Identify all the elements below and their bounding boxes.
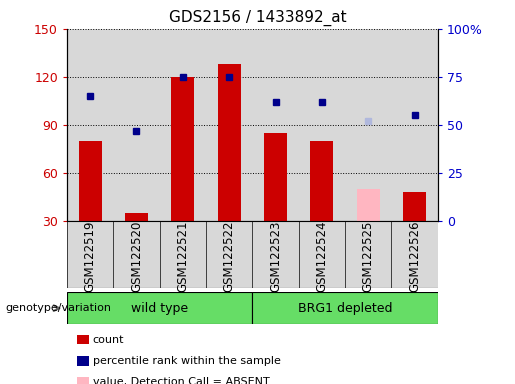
Bar [391,221,438,288]
Bar [345,221,391,288]
Bar [356,189,380,221]
Bar [67,221,113,288]
Text: GSM122526: GSM122526 [408,221,421,292]
Text: percentile rank within the sample: percentile rank within the sample [93,356,281,366]
Text: GSM122525: GSM122525 [362,221,375,292]
Text: GSM122524: GSM122524 [315,221,329,292]
Bar [403,192,426,221]
Text: BRG1 depleted: BRG1 depleted [298,302,392,314]
Text: value, Detection Call = ABSENT: value, Detection Call = ABSENT [93,377,269,384]
Text: GSM122521: GSM122521 [176,221,190,292]
Bar [299,221,345,288]
Text: GSM122523: GSM122523 [269,221,282,292]
Bar [391,29,438,221]
Bar [160,29,206,221]
Text: GSM122519: GSM122519 [83,221,97,292]
Bar [206,29,252,221]
Bar [310,141,334,221]
Bar [217,64,241,221]
Bar [252,29,299,221]
Text: GSM122522: GSM122522 [222,221,236,292]
FancyBboxPatch shape [67,292,252,324]
Text: count: count [93,335,124,345]
FancyBboxPatch shape [252,292,438,324]
Text: GDS2156 / 1433892_at: GDS2156 / 1433892_at [169,10,346,26]
Bar [113,221,160,288]
Bar [299,29,345,221]
Bar [78,141,101,221]
Bar [252,221,299,288]
Bar [160,221,206,288]
Bar [345,29,391,221]
Bar [67,29,113,221]
Bar [171,77,195,221]
Bar [125,213,148,221]
Bar [264,133,287,221]
Bar [113,29,160,221]
Text: genotype/variation: genotype/variation [5,303,111,313]
Text: GSM122520: GSM122520 [130,221,143,292]
Text: wild type: wild type [131,302,188,314]
Bar [206,221,252,288]
